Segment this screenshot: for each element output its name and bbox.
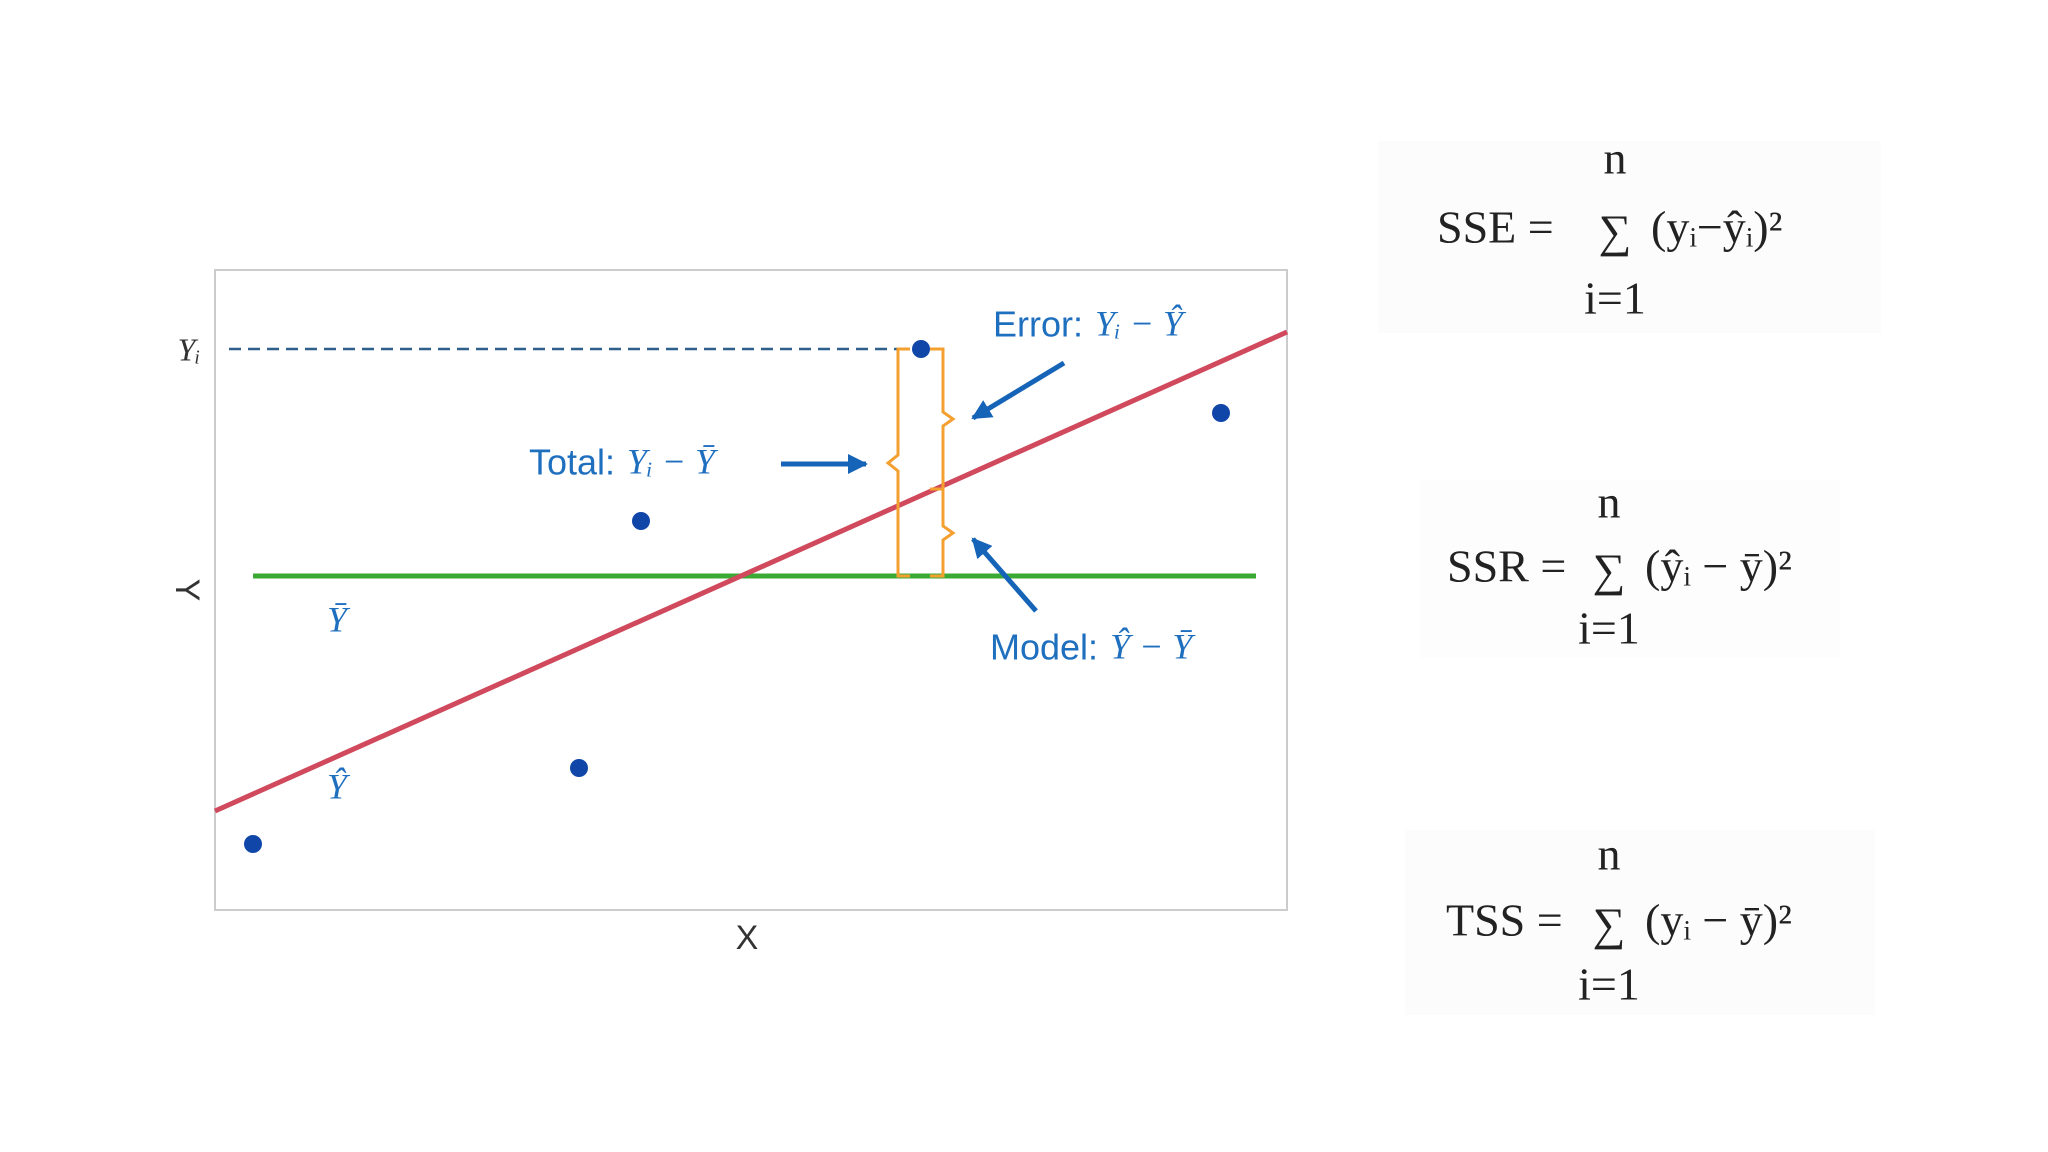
plot-frame [214,269,1288,911]
error-arrow [971,360,1066,421]
sum-upper: n [1604,133,1627,184]
regression-line [213,329,1289,814]
x-axis-label: X [736,919,759,957]
formula-panel [1405,830,1875,1015]
sum-lower: i=1 [1584,273,1646,324]
formula-term: (yᵢ−ŷᵢ)² [1651,202,1782,253]
formula-panel [1420,480,1840,658]
model-bracket [930,487,956,578]
model-expr: Ŷ − Ȳ [1110,626,1196,666]
annotations: Error: Yᵢ − Ŷ Total: Yᵢ − Ȳ Model: Ŷ − Ȳ [529,303,1196,667]
sum-symbol: ∑ [1593,545,1626,596]
formula-lhs: TSS = [1446,895,1563,946]
error-label: Error: [993,304,1083,345]
formula-term: (ŷᵢ − ȳ)² [1645,541,1792,592]
y-axis-label: Y [168,579,206,602]
error-expr: Yᵢ − Ŷ [1095,303,1187,343]
sum-lower: i=1 [1578,603,1640,654]
point [912,340,930,358]
sum-lower: i=1 [1578,959,1640,1010]
point [244,835,262,853]
sum-upper: n [1598,829,1621,880]
formula-term: (yᵢ − ȳ)² [1645,895,1792,946]
sum-symbol: ∑ [1599,206,1632,257]
point [1212,404,1230,422]
sum-symbol: ∑ [1593,899,1626,950]
point [570,759,588,777]
data-points [244,340,1230,853]
total-label: Total: [529,442,615,483]
mean-label: Ȳ [327,599,351,639]
yi-label: Yᵢ [178,331,201,367]
formula-lhs: SSR = [1447,541,1566,592]
formula-panel [1378,141,1881,333]
total-bracket [885,347,910,578]
total-expr: Yᵢ − Ȳ [627,441,719,481]
model-label: Model: [990,627,1098,668]
point [632,512,650,530]
formula-lhs: SSE = [1437,202,1554,253]
sum-upper: n [1598,477,1621,528]
model-arrow [971,537,1038,613]
fit-label: Ŷ [327,766,351,806]
